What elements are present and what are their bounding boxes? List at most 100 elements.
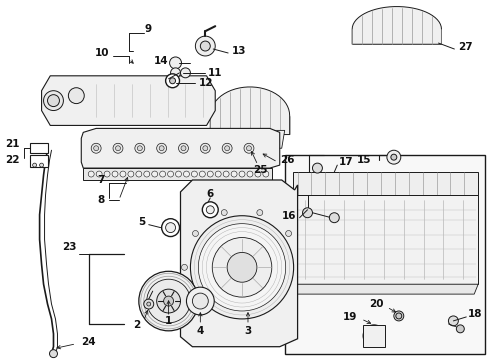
Text: 16: 16 <box>282 211 296 221</box>
Circle shape <box>164 296 173 306</box>
Polygon shape <box>293 172 478 195</box>
Circle shape <box>193 230 198 237</box>
Text: 17: 17 <box>339 157 354 167</box>
Circle shape <box>286 230 292 237</box>
Circle shape <box>112 171 118 177</box>
Circle shape <box>212 238 272 297</box>
Polygon shape <box>180 180 297 347</box>
Circle shape <box>200 41 210 51</box>
Circle shape <box>166 74 179 88</box>
Circle shape <box>239 171 245 177</box>
Text: 14: 14 <box>154 56 169 66</box>
Circle shape <box>91 143 101 153</box>
Text: 18: 18 <box>468 309 483 319</box>
Circle shape <box>200 143 210 153</box>
Circle shape <box>144 299 154 309</box>
Circle shape <box>257 210 263 216</box>
Text: 9: 9 <box>144 24 151 34</box>
Circle shape <box>49 350 57 357</box>
Bar <box>285 155 485 354</box>
Circle shape <box>223 171 229 177</box>
Polygon shape <box>215 130 285 148</box>
Circle shape <box>221 210 227 216</box>
Polygon shape <box>42 76 215 125</box>
Text: 26: 26 <box>280 155 294 165</box>
Circle shape <box>391 154 397 160</box>
Text: 25: 25 <box>253 165 267 175</box>
Text: 13: 13 <box>232 46 246 56</box>
Polygon shape <box>352 6 441 44</box>
Circle shape <box>192 171 197 177</box>
Circle shape <box>137 146 142 151</box>
Circle shape <box>104 171 110 177</box>
Circle shape <box>224 146 230 151</box>
Circle shape <box>162 219 179 237</box>
Circle shape <box>206 206 214 214</box>
Circle shape <box>157 289 180 313</box>
Text: 6: 6 <box>207 189 214 199</box>
Text: 19: 19 <box>343 312 357 322</box>
Circle shape <box>152 171 158 177</box>
Circle shape <box>181 146 186 151</box>
Circle shape <box>222 143 232 153</box>
Circle shape <box>144 171 150 177</box>
Circle shape <box>170 78 175 84</box>
Circle shape <box>147 279 191 323</box>
Circle shape <box>136 171 142 177</box>
Circle shape <box>363 325 385 347</box>
Circle shape <box>181 264 188 270</box>
Polygon shape <box>293 284 478 294</box>
Text: 11: 11 <box>208 68 223 78</box>
Circle shape <box>367 329 381 343</box>
Text: 4: 4 <box>196 326 204 336</box>
Circle shape <box>40 163 44 167</box>
Circle shape <box>147 302 151 306</box>
Circle shape <box>202 202 218 218</box>
Circle shape <box>183 171 190 177</box>
Text: 22: 22 <box>5 155 20 165</box>
Circle shape <box>175 171 181 177</box>
Circle shape <box>94 146 98 151</box>
Circle shape <box>199 171 205 177</box>
Text: 12: 12 <box>198 78 213 88</box>
Circle shape <box>329 213 339 223</box>
Circle shape <box>96 171 102 177</box>
Text: 27: 27 <box>458 42 473 52</box>
Circle shape <box>246 146 251 151</box>
Circle shape <box>198 224 286 311</box>
Text: 20: 20 <box>369 299 384 309</box>
Circle shape <box>159 146 164 151</box>
Circle shape <box>448 316 458 326</box>
Text: 15: 15 <box>357 155 371 165</box>
Circle shape <box>191 216 294 319</box>
Circle shape <box>255 171 261 177</box>
Circle shape <box>215 171 221 177</box>
Circle shape <box>139 271 198 331</box>
Circle shape <box>170 57 181 69</box>
Circle shape <box>207 171 213 177</box>
Circle shape <box>171 68 180 78</box>
Circle shape <box>302 208 313 218</box>
Circle shape <box>88 171 94 177</box>
Circle shape <box>120 171 126 177</box>
Circle shape <box>48 95 59 107</box>
Circle shape <box>166 223 175 233</box>
Text: 24: 24 <box>81 337 96 347</box>
Text: 7: 7 <box>98 175 105 185</box>
Circle shape <box>160 171 166 177</box>
Circle shape <box>116 146 121 151</box>
Circle shape <box>193 293 208 309</box>
Circle shape <box>456 325 465 333</box>
Bar <box>363 325 385 347</box>
Circle shape <box>227 252 257 282</box>
Circle shape <box>157 143 167 153</box>
Circle shape <box>247 171 253 177</box>
Circle shape <box>168 171 173 177</box>
Circle shape <box>396 313 402 319</box>
Text: 21: 21 <box>5 139 20 149</box>
Text: 2: 2 <box>134 320 141 330</box>
Circle shape <box>313 163 322 173</box>
Circle shape <box>187 287 214 315</box>
Circle shape <box>244 143 254 153</box>
Circle shape <box>196 36 215 56</box>
